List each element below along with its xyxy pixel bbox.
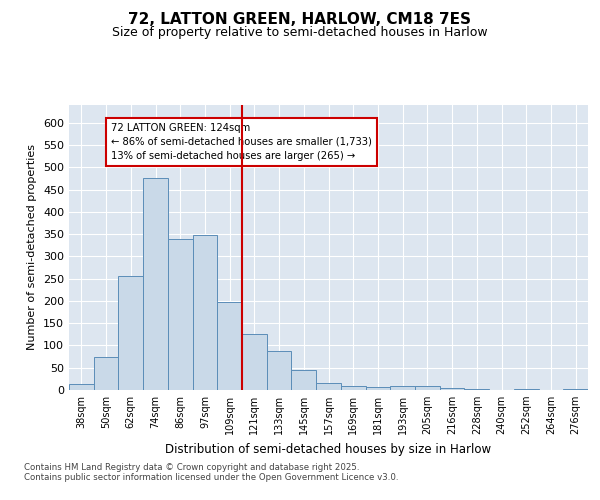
Bar: [292, 370, 316, 390]
Text: Contains public sector information licensed under the Open Government Licence v3: Contains public sector information licen…: [24, 472, 398, 482]
Bar: [242, 334, 267, 390]
Bar: [118, 276, 143, 390]
Text: 72 LATTON GREEN: 124sqm
← 86% of semi-detached houses are smaller (1,733)
13% of: 72 LATTON GREEN: 124sqm ← 86% of semi-de…: [111, 123, 372, 161]
Bar: [365, 388, 390, 390]
X-axis label: Distribution of semi-detached houses by size in Harlow: Distribution of semi-detached houses by …: [166, 442, 491, 456]
Bar: [217, 302, 242, 390]
Bar: [464, 389, 489, 390]
Bar: [563, 388, 588, 390]
Bar: [341, 386, 365, 390]
Bar: [440, 388, 464, 390]
Text: Contains HM Land Registry data © Crown copyright and database right 2025.: Contains HM Land Registry data © Crown c…: [24, 462, 359, 471]
Bar: [514, 388, 539, 390]
Bar: [267, 352, 292, 390]
Text: 72, LATTON GREEN, HARLOW, CM18 7ES: 72, LATTON GREEN, HARLOW, CM18 7ES: [128, 12, 472, 28]
Y-axis label: Number of semi-detached properties: Number of semi-detached properties: [28, 144, 37, 350]
Text: Size of property relative to semi-detached houses in Harlow: Size of property relative to semi-detach…: [112, 26, 488, 39]
Bar: [193, 236, 217, 390]
Bar: [390, 386, 415, 390]
Bar: [143, 178, 168, 390]
Bar: [415, 386, 440, 390]
Bar: [94, 356, 118, 390]
Bar: [316, 384, 341, 390]
Bar: [168, 238, 193, 390]
Bar: [69, 384, 94, 390]
